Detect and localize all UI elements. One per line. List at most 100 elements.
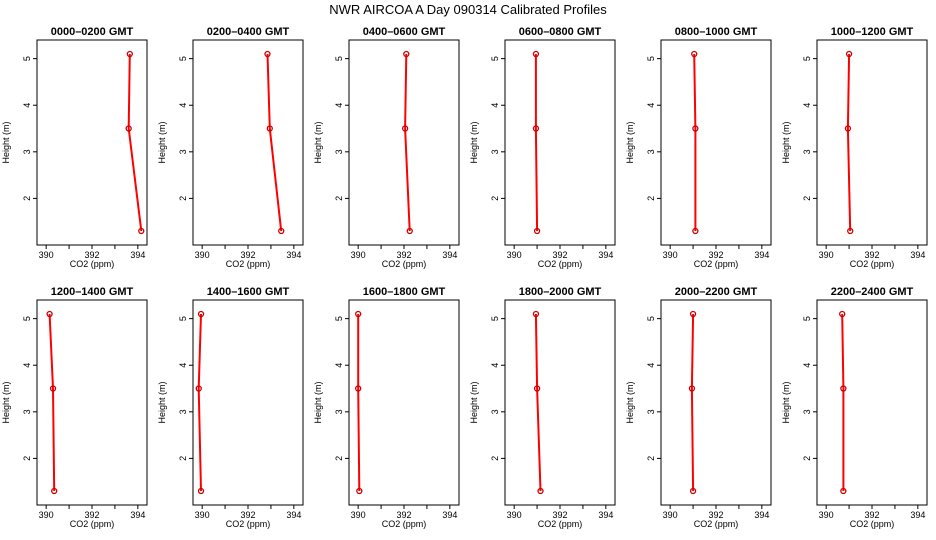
panel-title: 0200–0400 GMT <box>207 26 290 38</box>
y-tick-label: 3 <box>490 149 500 154</box>
data-point <box>845 50 853 58</box>
y-tick-label: 2 <box>334 196 344 201</box>
y-axis-label: Height (m) <box>1 381 11 423</box>
data-point <box>844 125 852 132</box>
panel-5: 0800–1000 GMT 390 392 394 2 3 4 5 CO2 (ppm) Heigh… <box>625 26 772 269</box>
y-axis-label: Height (m) <box>157 121 167 163</box>
data-point <box>532 50 540 58</box>
y-axis-label: Height (m) <box>781 121 791 163</box>
x-axis-label: CO2 (ppm) <box>850 259 895 269</box>
x-tick-label: 392 <box>396 250 411 260</box>
series-line <box>841 313 845 491</box>
x-tick-label: 390 <box>819 510 834 520</box>
panel-title: 1800–2000 GMT <box>519 286 602 298</box>
data-point <box>278 227 285 235</box>
y-tick-label: 3 <box>646 409 656 414</box>
x-tick-label: 394 <box>910 250 925 260</box>
x-tick-label: 394 <box>754 250 769 260</box>
series-line <box>404 53 411 232</box>
x-tick-label: 392 <box>708 510 723 520</box>
data-point <box>195 385 202 392</box>
y-tick-label: 3 <box>178 149 188 154</box>
panel-11: 2000–2200 GMT 390 392 394 2 3 4 5 CO2 (ppm) Heigh… <box>625 286 772 529</box>
x-tick-label: 392 <box>708 250 723 260</box>
y-axis-label: Height (m) <box>157 381 167 423</box>
data-point <box>46 310 53 318</box>
y-axis-label: Height (m) <box>469 381 479 423</box>
data-point <box>49 385 57 392</box>
data-point <box>537 487 544 495</box>
x-tick-label: 390 <box>663 250 678 260</box>
panel-title: 2000–2200 GMT <box>675 286 758 298</box>
y-tick-label: 4 <box>22 103 32 108</box>
data-point <box>692 227 699 235</box>
data-point <box>689 310 697 318</box>
y-tick-label: 3 <box>490 409 500 414</box>
x-tick-label: 390 <box>663 510 678 520</box>
panel-3: 0400–0600 GMT 390 392 394 2 3 4 5 CO2 (ppm) Heigh… <box>313 26 460 269</box>
panel-1: 0000–0200 GMT 390 392 394 2 3 4 5 CO2 (ppm) Heigh… <box>1 26 148 269</box>
x-tick-label: 394 <box>598 250 613 260</box>
x-tick-label: 392 <box>240 250 255 260</box>
y-tick-label: 5 <box>178 316 188 321</box>
y-axis-label: Height (m) <box>313 381 323 423</box>
x-tick-label: 394 <box>130 510 145 520</box>
x-tick-label: 390 <box>195 510 210 520</box>
data-point <box>533 227 541 235</box>
series-line <box>534 54 539 232</box>
panel-2: 0200–0400 GMT 390 392 394 2 3 4 5 CO2 (ppm) Heigh… <box>157 26 304 269</box>
y-tick-label: 4 <box>22 363 32 368</box>
series-line <box>693 53 697 231</box>
panel-7: 1200–1400 GMT 390 392 394 2 3 4 5 CO2 (ppm) Heigh… <box>1 286 148 529</box>
x-tick-label: 394 <box>442 510 457 520</box>
plot-frame <box>660 39 772 246</box>
x-tick-label: 394 <box>286 510 301 520</box>
plot-frame <box>816 39 928 246</box>
x-tick-label: 390 <box>39 250 54 260</box>
panel-10: 1800–2000 GMT 390 392 394 2 3 4 5 CO2 (ppm) Heigh… <box>469 286 616 529</box>
data-point <box>532 310 540 318</box>
plot-frame <box>816 299 928 506</box>
data-point <box>138 227 145 235</box>
page-title: NWR AIRCOA A Day 090314 Calibrated Profi… <box>329 2 607 17</box>
plot-frame <box>192 299 304 506</box>
series-line <box>48 313 56 492</box>
panel-4: 0600–0800 GMT 390 392 394 2 3 4 5 CO2 (ppm) Heigh… <box>469 26 616 269</box>
plot-frame <box>348 299 460 506</box>
y-tick-label: 3 <box>178 409 188 414</box>
x-tick-label: 392 <box>864 250 879 260</box>
x-axis-label: CO2 (ppm) <box>382 259 427 269</box>
y-tick-label: 4 <box>334 103 344 108</box>
series-line <box>846 53 852 232</box>
x-axis-label: CO2 (ppm) <box>538 259 583 269</box>
x-axis-label: CO2 (ppm) <box>694 519 739 529</box>
y-axis-label: Height (m) <box>469 121 479 163</box>
y-tick-label: 5 <box>646 56 656 61</box>
panel-6: 1000–1200 GMT 390 392 394 2 3 4 5 CO2 (ppm) Heigh… <box>781 26 928 269</box>
x-tick-label: 394 <box>910 510 925 520</box>
y-tick-label: 5 <box>22 316 32 321</box>
data-point <box>840 385 847 392</box>
plot-frame <box>660 299 772 506</box>
y-tick-label: 2 <box>490 196 500 201</box>
panel-title: 0800–1000 GMT <box>675 26 758 38</box>
y-tick-label: 5 <box>802 56 812 61</box>
y-tick-label: 4 <box>802 103 812 108</box>
x-tick-label: 392 <box>240 510 255 520</box>
y-tick-label: 3 <box>334 149 344 154</box>
data-point <box>356 487 363 495</box>
y-tick-label: 4 <box>490 363 500 368</box>
series-line <box>197 313 202 492</box>
panel-title: 1000–1200 GMT <box>831 26 914 38</box>
x-tick-label: 392 <box>864 510 879 520</box>
data-point <box>403 50 410 58</box>
x-tick-label: 394 <box>442 250 457 260</box>
plot-frame <box>348 39 460 246</box>
panel-title: 0600–0800 GMT <box>519 26 602 38</box>
y-axis-label: Height (m) <box>625 381 635 423</box>
x-tick-label: 392 <box>396 510 411 520</box>
plot-frame <box>192 39 304 246</box>
y-tick-label: 4 <box>178 103 188 108</box>
data-point <box>126 50 133 58</box>
